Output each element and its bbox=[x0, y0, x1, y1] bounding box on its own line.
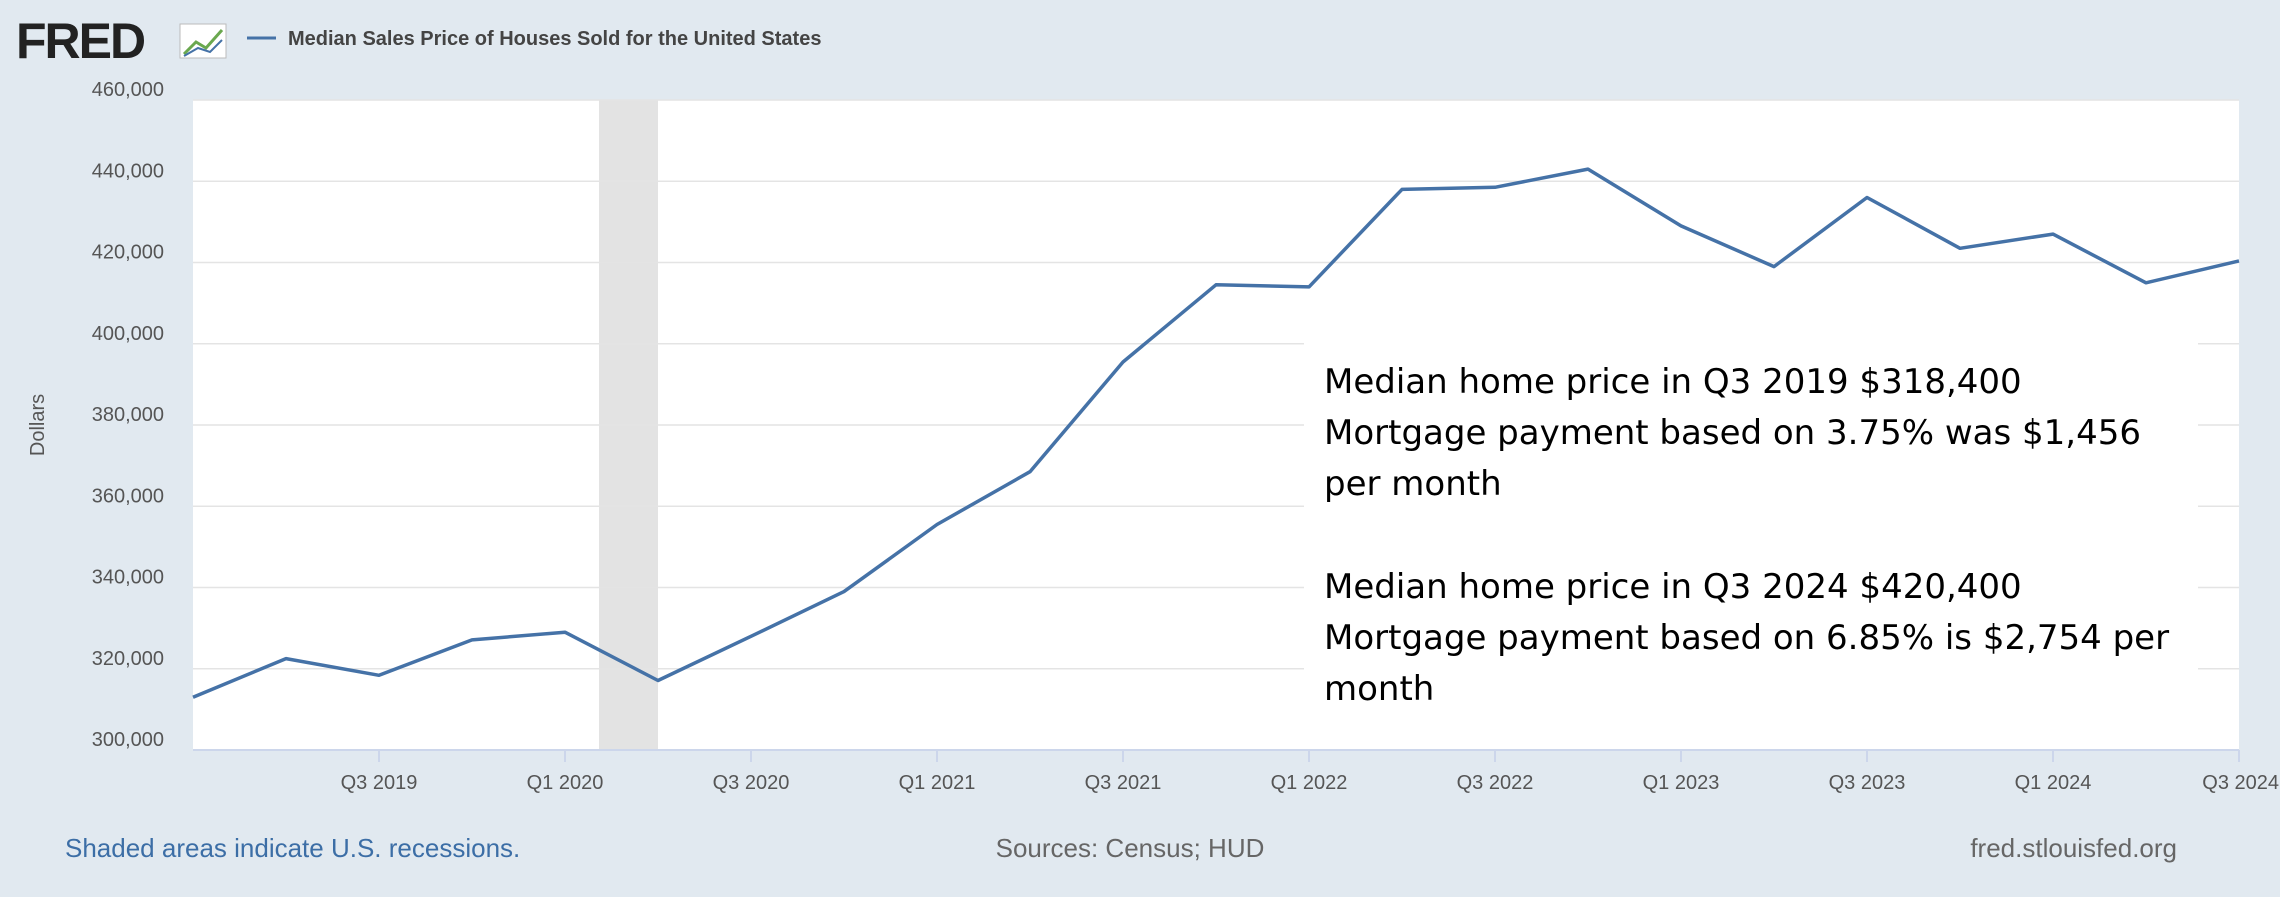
y-tick-label: 340,000 bbox=[92, 567, 164, 589]
y-tick-label: 300,000 bbox=[92, 729, 164, 751]
x-tick-label: Q3 2021 bbox=[1085, 772, 1162, 794]
x-tick-label: Q3 2024 bbox=[2202, 772, 2279, 794]
marks bbox=[192, 167, 2240, 699]
y-tick-label: 400,000 bbox=[92, 323, 164, 345]
y-tick-label: 440,000 bbox=[92, 160, 164, 182]
annotation-line: month bbox=[1324, 669, 1434, 709]
y-tick-label: 320,000 bbox=[92, 648, 164, 670]
annotation-line: Median home price in Q3 2019 $318,400 bbox=[1324, 362, 2022, 402]
annotation-line: Mortgage payment based on 6.85% is $2,75… bbox=[1324, 618, 2169, 658]
x-tick-label: Q1 2020 bbox=[527, 772, 604, 794]
x-tick-label: Q3 2022 bbox=[1457, 772, 1534, 794]
y-tick-label: 380,000 bbox=[92, 404, 164, 426]
annotation-line: Mortgage payment based on 3.75% was $1,4… bbox=[1324, 413, 2141, 453]
series-line bbox=[192, 167, 2240, 699]
footer-site: fred.stlouisfed.org bbox=[1970, 833, 2177, 863]
x-tick-label: Q3 2019 bbox=[341, 772, 418, 794]
logo-icon bbox=[179, 23, 227, 59]
annotation-box bbox=[1304, 337, 2198, 712]
annotation-line: per month bbox=[1324, 464, 1502, 504]
logo: FRED bbox=[16, 13, 145, 69]
x-tick-label: Q3 2020 bbox=[713, 772, 790, 794]
x-tick-label: Q3 2023 bbox=[1829, 772, 1906, 794]
grid: 300,000 320,000 340,000 360,000 380,000 400,0… bbox=[92, 79, 2279, 794]
footer-note: Shaded areas indicate U.S. recessions. bbox=[65, 833, 520, 863]
x-tick-label: Q1 2023 bbox=[1643, 772, 1720, 794]
annotations: Median home price in Q3 2019 $318,400 Mor… bbox=[1324, 362, 2169, 709]
y-tick-label: 420,000 bbox=[92, 242, 164, 264]
x-tick-label: Q1 2024 bbox=[2015, 772, 2092, 794]
y-tick-label: 360,000 bbox=[92, 485, 164, 507]
x-tick-label: Q1 2022 bbox=[1271, 772, 1348, 794]
legend-label: Median Sales Price of Houses Sold for th… bbox=[288, 28, 821, 50]
y-axis-title: Dollars bbox=[27, 394, 49, 456]
y-tick-label: 460,000 bbox=[92, 79, 164, 101]
x-tick-label: Q1 2021 bbox=[899, 772, 976, 794]
annotation-line: Median home price in Q3 2024 $420,400 bbox=[1324, 567, 2022, 607]
footer-sources: Sources: Census; HUD bbox=[996, 833, 1265, 863]
